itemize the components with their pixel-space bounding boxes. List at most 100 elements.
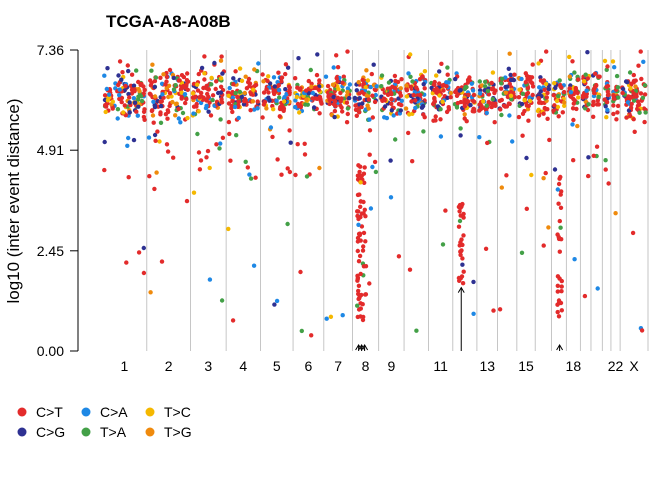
mutation-point [466,92,471,98]
mutation-point [345,106,351,111]
mutation-point [134,109,139,114]
mutation-point [604,115,609,120]
mutation-point [317,165,322,171]
mutation-point [116,73,121,78]
mutation-point [460,281,466,286]
mutation-point [408,74,413,80]
mutation-point [266,95,271,100]
mutation-point [492,90,497,96]
mutation-point [345,86,351,91]
mutation-point [584,88,589,93]
mutation-point [519,76,524,82]
mutation-point [185,79,191,84]
mutation-point [354,113,359,119]
mutation-point [461,215,466,220]
mutation-point [499,76,505,82]
mutation-point [226,226,231,232]
mutation-point [331,65,336,70]
mutation-point [629,81,634,87]
mutation-point [332,114,337,120]
mutation-point [614,73,620,79]
mutation-point [117,96,122,102]
mutation-point [119,77,124,82]
mutation-point [397,90,403,96]
mutation-point [610,59,616,64]
mutation-point [639,76,644,82]
mutation-point [311,105,317,110]
mutation-point [386,80,392,85]
mutation-point [541,243,546,248]
mutation-point [483,246,489,251]
mutation-point [270,134,275,140]
mutation-point [159,259,165,264]
mutation-point [363,264,369,269]
x-tick-label: 7 [334,358,342,374]
mutation-point [180,110,186,116]
y-axis-label: log10 (inter event distance) [4,98,23,303]
mutation-point [489,104,494,110]
mutation-point [253,175,258,180]
mutation-point [199,65,205,71]
mutation-point [456,204,462,210]
mutation-point [182,92,188,97]
mutation-point [536,61,541,66]
mutation-point [358,199,364,204]
mutation-point [561,89,567,95]
mutation-point [170,99,175,105]
mutation-point [572,98,577,103]
mutation-point [461,269,466,274]
mutation-point [643,110,648,115]
mutation-point [297,87,303,92]
mutation-point [261,90,267,95]
mutation-point [605,107,610,113]
kataegis-arrowhead [361,344,369,351]
x-tick-label: 1 [120,358,128,374]
mutation-point [392,85,398,91]
x-tick-label: 11 [433,358,448,374]
mutation-point [557,78,562,83]
mutation-point [382,98,387,103]
mutation-point [136,79,141,85]
mutation-point [628,113,633,119]
mutation-point [149,68,154,73]
mutation-point [309,84,314,90]
mutation-point [524,206,529,211]
mutation-point [138,82,143,88]
mutation-point [171,75,176,81]
mutation-point [456,224,462,229]
mutation-point [356,163,361,168]
kataegis-arrowhead [457,286,465,293]
mutation-point [541,176,546,181]
mutation-point [362,180,367,185]
mutation-point [526,103,531,109]
mutation-point [630,230,636,236]
mutation-point [370,115,375,120]
mutation-point [546,87,551,92]
mutation-point [230,109,235,115]
mutation-point [274,298,280,304]
mutation-point [198,158,204,163]
mutation-point [568,93,573,99]
mutation-point [358,271,363,277]
mutation-point [558,84,563,89]
mutation-point [631,72,636,78]
mutation-point [110,99,116,104]
mutation-point [363,214,368,219]
mutation-point [190,95,196,100]
mutation-point [555,289,560,294]
mutation-point [373,169,379,175]
mutation-point [605,89,610,94]
mutation-point [432,99,438,104]
mutation-point [314,96,320,102]
mutation-point [339,96,344,101]
mutation-point [526,118,531,123]
mutation-point [457,278,462,283]
mutation-point [136,250,142,255]
mutation-point [516,95,522,100]
x-tick-label: 6 [305,358,313,374]
mutation-point [135,113,140,118]
mutation-point [362,165,367,170]
mutation-point [120,70,125,75]
mutation-point [357,231,363,236]
mutation-point [527,95,532,100]
